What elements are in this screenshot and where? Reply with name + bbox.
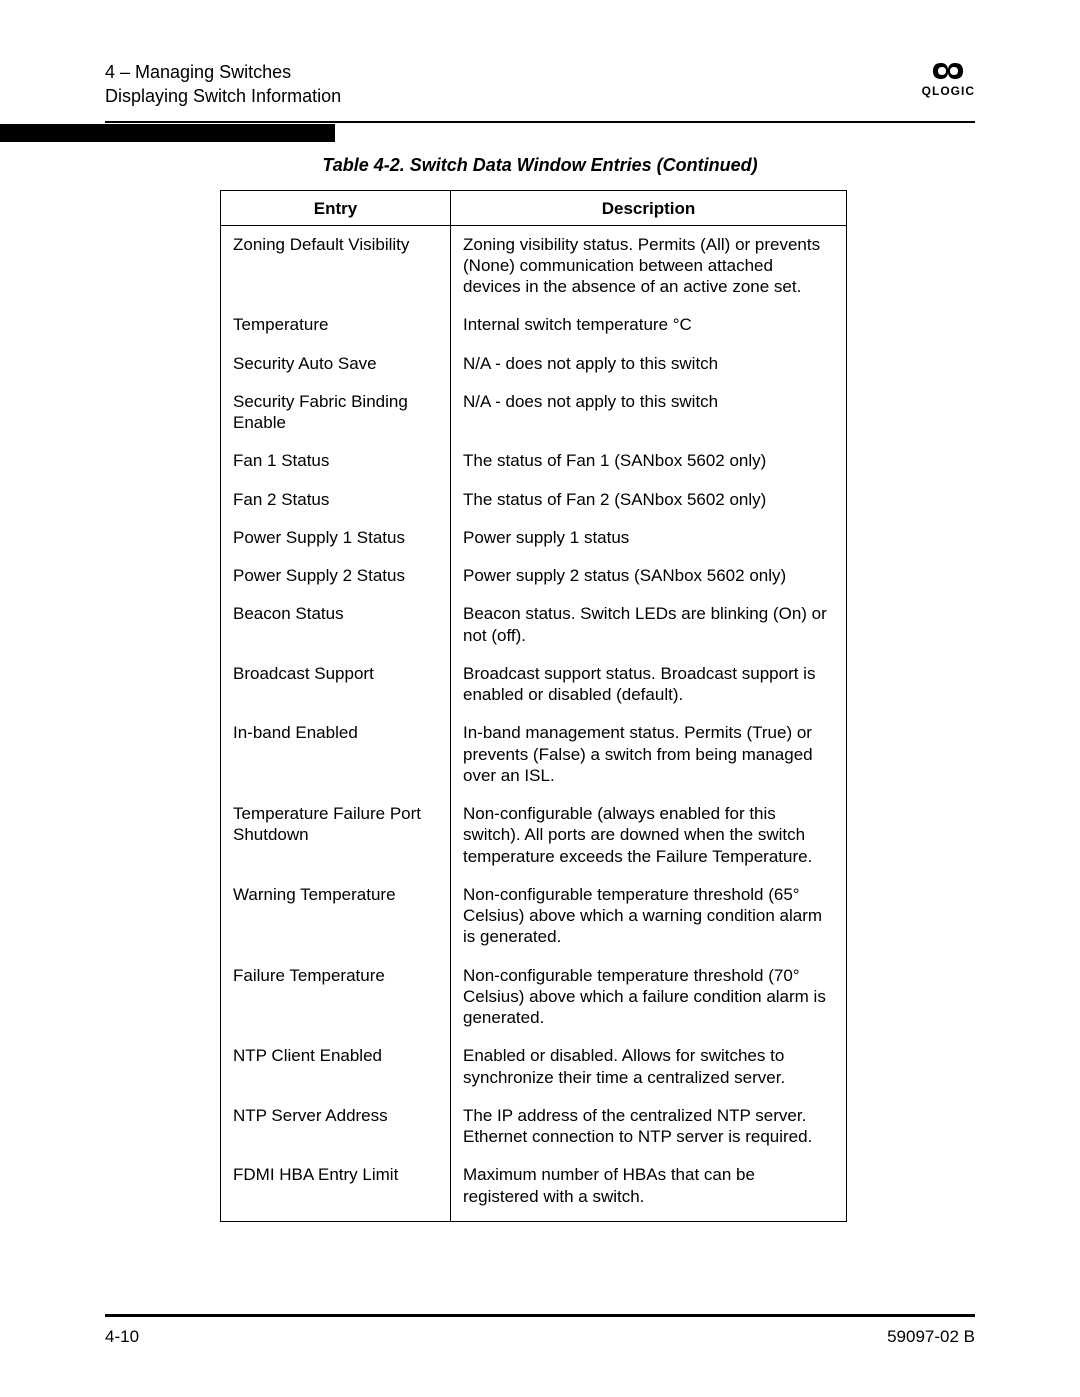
table-wrapper: Entry Description Zoning Default Visibil…	[220, 190, 847, 1222]
table-cell-entry: Broadcast Support	[221, 655, 451, 715]
table-cell-description: In-band management status. Permits (True…	[451, 714, 847, 795]
table-row: Warning TemperatureNon-configurable temp…	[221, 876, 847, 957]
footer-doc-number: 59097-02 B	[887, 1327, 975, 1347]
table-row: TemperatureInternal switch temperature °…	[221, 306, 847, 344]
table-row: Zoning Default VisibilityZoning visibili…	[221, 225, 847, 306]
table-cell-description: N/A - does not apply to this switch	[451, 345, 847, 383]
table-cell-description: The status of Fan 1 (SANbox 5602 only)	[451, 442, 847, 480]
table-cell-entry: NTP Server Address	[221, 1097, 451, 1157]
table-cell-entry: Power Supply 2 Status	[221, 557, 451, 595]
table-cell-description: Non-configurable (always enabled for thi…	[451, 795, 847, 876]
header-text: 4 – Managing Switches Displaying Switch …	[105, 60, 341, 109]
table-cell-description: The status of Fan 2 (SANbox 5602 only)	[451, 481, 847, 519]
table-row: Temperature Failure Port ShutdownNon-con…	[221, 795, 847, 876]
table-cell-description: Zoning visibility status. Permits (All) …	[451, 225, 847, 306]
table-cell-description: Maximum number of HBAs that can be regis…	[451, 1156, 847, 1221]
table-cell-description: Broadcast support status. Broadcast supp…	[451, 655, 847, 715]
table-row: In-band EnabledIn-band management status…	[221, 714, 847, 795]
table-cell-description: Internal switch temperature °C	[451, 306, 847, 344]
table-row: FDMI HBA Entry LimitMaximum number of HB…	[221, 1156, 847, 1221]
table-cell-entry: Failure Temperature	[221, 957, 451, 1038]
table-row: Power Supply 1 StatusPower supply 1 stat…	[221, 519, 847, 557]
table-row: Security Fabric Binding EnableN/A - does…	[221, 383, 847, 443]
table-row: Fan 1 StatusThe status of Fan 1 (SANbox …	[221, 442, 847, 480]
header-line-1: 4 – Managing Switches	[105, 60, 341, 84]
table-cell-entry: In-band Enabled	[221, 714, 451, 795]
table-row: Fan 2 StatusThe status of Fan 2 (SANbox …	[221, 481, 847, 519]
table-row: Security Auto SaveN/A - does not apply t…	[221, 345, 847, 383]
table-cell-entry: Fan 2 Status	[221, 481, 451, 519]
footer-page-number: 4-10	[105, 1327, 139, 1347]
table-cell-description: The IP address of the centralized NTP se…	[451, 1097, 847, 1157]
switch-data-table: Entry Description Zoning Default Visibil…	[220, 190, 847, 1222]
table-row: Failure TemperatureNon-configurable temp…	[221, 957, 847, 1038]
table-cell-description: Power supply 1 status	[451, 519, 847, 557]
header-black-bar	[0, 124, 335, 142]
table-row: Power Supply 2 StatusPower supply 2 stat…	[221, 557, 847, 595]
table-row: NTP Server AddressThe IP address of the …	[221, 1097, 847, 1157]
header-line-2: Displaying Switch Information	[105, 84, 341, 108]
header-rule	[105, 121, 975, 123]
table-header-description: Description	[451, 190, 847, 225]
page-header: 4 – Managing Switches Displaying Switch …	[105, 60, 975, 109]
table-cell-entry: Warning Temperature	[221, 876, 451, 957]
table-cell-description: N/A - does not apply to this switch	[451, 383, 847, 443]
table-cell-description: Power supply 2 status (SANbox 5602 only)	[451, 557, 847, 595]
table-cell-entry: Temperature	[221, 306, 451, 344]
qlogic-logo: QLOGIC	[922, 60, 975, 98]
footer-rule	[105, 1314, 975, 1317]
qlogic-logo-text: QLOGIC	[922, 84, 975, 98]
table-cell-description: Beacon status. Switch LEDs are blinking …	[451, 595, 847, 655]
table-cell-description: Non-configurable temperature threshold (…	[451, 957, 847, 1038]
table-cell-description: Non-configurable temperature threshold (…	[451, 876, 847, 957]
table-cell-entry: Beacon Status	[221, 595, 451, 655]
table-cell-entry: Security Auto Save	[221, 345, 451, 383]
table-cell-entry: Zoning Default Visibility	[221, 225, 451, 306]
table-header-row: Entry Description	[221, 190, 847, 225]
table-caption: Table 4-2. Switch Data Window Entries (C…	[105, 155, 975, 176]
table-row: NTP Client EnabledEnabled or disabled. A…	[221, 1037, 847, 1097]
table-row: Beacon StatusBeacon status. Switch LEDs …	[221, 595, 847, 655]
table-cell-entry: Security Fabric Binding Enable	[221, 383, 451, 443]
table-row: Broadcast SupportBroadcast support statu…	[221, 655, 847, 715]
table-cell-entry: NTP Client Enabled	[221, 1037, 451, 1097]
table-cell-entry: Temperature Failure Port Shutdown	[221, 795, 451, 876]
table-cell-entry: FDMI HBA Entry Limit	[221, 1156, 451, 1221]
table-header-entry: Entry	[221, 190, 451, 225]
page: 4 – Managing Switches Displaying Switch …	[0, 0, 1080, 1397]
table-cell-description: Enabled or disabled. Allows for switches…	[451, 1037, 847, 1097]
qlogic-logo-icon	[930, 60, 966, 82]
table-cell-entry: Power Supply 1 Status	[221, 519, 451, 557]
table-cell-entry: Fan 1 Status	[221, 442, 451, 480]
page-footer: 4-10 59097-02 B	[105, 1327, 975, 1347]
